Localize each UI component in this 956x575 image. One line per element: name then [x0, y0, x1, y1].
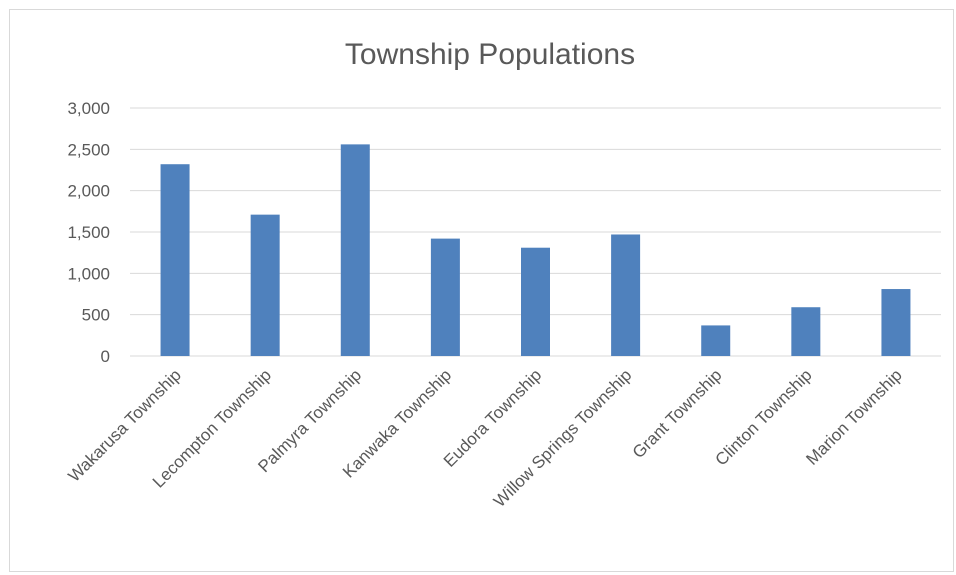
- x-tick-label: Marion Township: [802, 365, 905, 468]
- x-tick-label: Grant Township: [629, 365, 726, 462]
- y-tick-label: 2,000: [67, 182, 110, 201]
- bar: [340, 144, 370, 356]
- chart-title: Township Populations: [345, 38, 635, 71]
- bar: [430, 238, 460, 356]
- bar: [611, 234, 641, 356]
- x-tick-label: Clinton Township: [712, 365, 816, 469]
- y-tick-label: 1,000: [67, 264, 110, 283]
- y-tick-label: 0: [101, 347, 110, 366]
- y-tick-label: 3,000: [67, 99, 110, 118]
- bar: [701, 325, 731, 356]
- bar: [521, 247, 550, 356]
- bar: [250, 214, 280, 356]
- y-tick-label: 2,500: [67, 140, 110, 159]
- y-tick-label: 500: [82, 306, 110, 325]
- y-tick-label: 1,500: [67, 223, 110, 242]
- bar: [160, 164, 190, 356]
- bars: [160, 144, 911, 356]
- bar: [791, 307, 821, 356]
- x-tick-label: Eudora Township: [440, 365, 545, 470]
- y-axis-ticks: 0 500 1,000 1,500 2,000 2,500 3,000: [67, 99, 110, 366]
- bar: [881, 289, 911, 356]
